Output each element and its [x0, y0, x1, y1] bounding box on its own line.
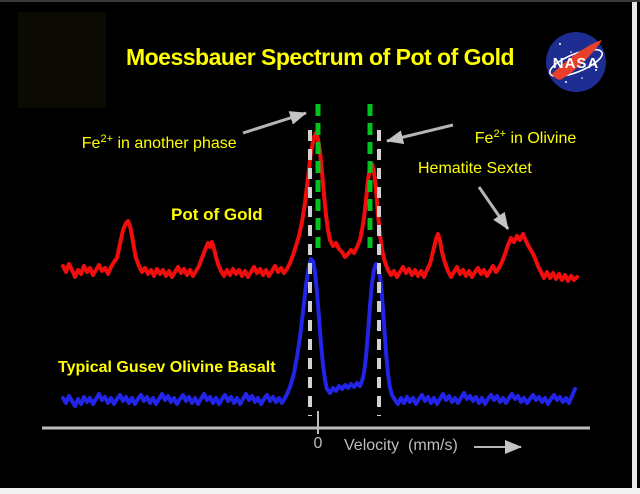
nasa-logo-orbit — [549, 48, 603, 78]
series-group — [61, 131, 579, 408]
label-fe-another-rest: in another phase — [113, 135, 237, 152]
series-typical-gusev-olivine-basalt — [61, 257, 577, 408]
axis-group — [42, 411, 590, 434]
bottom-page-edge — [0, 488, 640, 494]
arrow-hematite — [477, 186, 510, 230]
series-pot-of-gold — [61, 131, 579, 283]
arrow-fe-another — [242, 111, 307, 135]
label-basalt: Typical Gusev Olivine Basalt — [58, 359, 276, 376]
right-page-edge — [632, 2, 637, 488]
reference-lines-group — [308, 104, 381, 416]
nasa-logo: NASA — [546, 32, 606, 92]
top-edge — [0, 0, 640, 2]
nasa-logo-swoosh — [552, 40, 602, 80]
label-fe-olivine-rest: in Olivine — [506, 130, 577, 147]
slide-title: Moessbauer Spectrum of Pot of Gold — [125, 44, 515, 70]
label-fe-another-phase: Fe2+ in another phase — [64, 117, 237, 171]
faint-placeholder-box — [18, 12, 106, 108]
label-fe-another-base: Fe — [81, 135, 101, 152]
arrow-fe-olivine — [386, 123, 454, 145]
label-fe-another-sup: 2+ — [100, 133, 113, 145]
arrows-group — [242, 111, 522, 454]
label-fe-olivine: Fe2+ in Olivine — [457, 112, 576, 166]
label-hematite-sextet: Hematite Sextet — [418, 160, 532, 177]
axis-xlabel: Velocity (mm/s) — [344, 437, 458, 454]
label-pot-of-gold: Pot of Gold — [171, 205, 263, 224]
label-fe-olivine-base: Fe — [474, 130, 494, 147]
axis-zero-label: 0 — [313, 435, 323, 452]
label-fe-olivine-sup: 2+ — [493, 128, 506, 140]
nasa-logo-text: NASA — [553, 55, 600, 72]
